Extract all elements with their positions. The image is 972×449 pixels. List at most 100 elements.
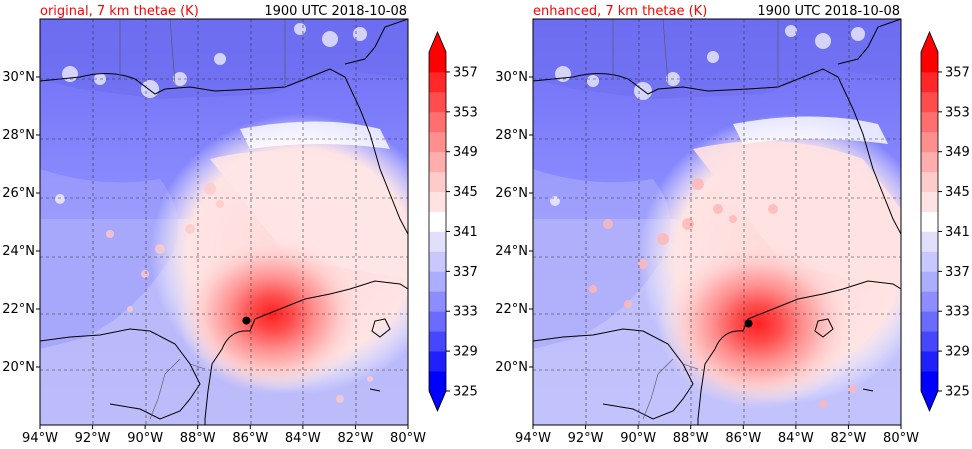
colorbar-bin [429, 251, 446, 272]
lon-tick-label: 82°W [830, 431, 866, 446]
colorbar-tick-label: 357 [453, 65, 478, 80]
colorbar-tick-label: 353 [945, 105, 970, 120]
colorbar-original: 325 329 333 337 341 345 349 353 357 [428, 30, 478, 413]
colorbar-tick-label: 325 [945, 385, 970, 400]
lon-tick-label: 90°W [620, 431, 656, 446]
colorbar-bin [921, 351, 938, 372]
colorbar-bin [921, 211, 938, 232]
colorbar-bin [921, 251, 938, 272]
colorbar-tick-label: 333 [453, 305, 478, 320]
lon-tick-label: 88°W [180, 431, 216, 446]
lon-tick-label: 92°W [75, 431, 111, 446]
colorbar-bin [921, 111, 938, 133]
colorbar-bin [921, 371, 938, 392]
colorbar-bin [429, 371, 446, 392]
political-borders [119, 19, 286, 420]
panel-title-left: original, 7 km thetae (K) [40, 4, 199, 19]
lat-tick-label: 20°N [495, 360, 528, 375]
lon-tick-label: 92°W [568, 431, 604, 446]
colorbar-bin [429, 171, 446, 192]
storm-core [658, 239, 858, 409]
lon-tick-label: 94°W [515, 431, 551, 446]
panel-title-right: 1900 UTC 2018-10-08 [264, 4, 407, 19]
storm-center-marker [242, 316, 251, 325]
storm-center-marker [744, 319, 753, 328]
lat-tick-label: 20°N [2, 360, 35, 375]
gridlines [40, 19, 408, 425]
storm-core [177, 234, 367, 394]
colorbar-over-extension [429, 32, 446, 52]
map-area [533, 19, 901, 425]
lat-tick-label: 26°N [2, 186, 35, 201]
cloud-blobs [550, 25, 865, 206]
lat-tick-label: 22°N [495, 302, 528, 317]
colorbar-bin [921, 151, 938, 173]
lon-tick-label: 86°W [725, 431, 761, 446]
lon-tick-label: 88°W [673, 431, 709, 446]
lon-tick-label: 80°W [390, 431, 426, 446]
colorbar-under-extension [429, 391, 446, 411]
colorbar-bin [429, 91, 446, 113]
colorbar-bin [429, 211, 446, 232]
colorbar-bin [921, 52, 938, 73]
lat-tick-label: 30°N [2, 70, 35, 85]
colorbar-bin [429, 151, 446, 173]
lat-tick-label: 24°N [2, 244, 35, 259]
lat-tick-label: 30°N [495, 70, 528, 85]
cool-patch-gulf-west [40, 169, 178, 349]
colorbar-bin [921, 171, 938, 192]
colorbar-bin [429, 271, 446, 292]
colorbar-bin [429, 331, 446, 352]
colorbar-over-extension [921, 32, 938, 52]
coastlines [533, 19, 901, 425]
map-panel-enhanced: enhanced, 7 km thetae (K) 1900 UTC 2018-… [495, 4, 919, 446]
colorbar-tick-label: 329 [453, 345, 478, 360]
colorbar-bin [429, 111, 446, 133]
colorbar-bin [429, 351, 446, 372]
colorbar-tick-label: 345 [453, 185, 478, 200]
white-band [240, 121, 390, 149]
warm-band-northeast [210, 151, 408, 279]
map-area [40, 19, 408, 425]
axis-ticks: 94°W 92°W 90°W 88°W 86°W 84°W 82°W 80°W 20°N 22°N… [2, 70, 426, 446]
lon-tick-label: 84°W [285, 431, 321, 446]
colorbar-tick-label: 325 [453, 385, 478, 400]
colorbar-tick-label: 357 [945, 65, 970, 80]
lon-tick-label: 84°W [778, 431, 814, 446]
colorbar-tick-label: 337 [453, 265, 478, 280]
colorbar-bin [429, 191, 446, 212]
cool-patch-gulf-west [533, 169, 671, 349]
colorbar-bin [921, 271, 938, 292]
colorbar-tick-label: 341 [453, 225, 478, 240]
lat-tick-label: 26°N [495, 186, 528, 201]
political-borders [612, 19, 779, 420]
panel-title-left: enhanced, 7 km thetae (K) [533, 4, 707, 19]
lat-tick-label: 28°N [2, 128, 35, 143]
colorbar-bin [921, 331, 938, 352]
lon-tick-label: 82°W [337, 431, 373, 446]
colorbar-tick-label: 349 [945, 145, 970, 160]
convective-cells [589, 178, 857, 408]
colorbar-tick-label: 333 [945, 305, 970, 320]
map-panel-original: original, 7 km thetae (K) 1900 UTC 2018-… [2, 4, 426, 446]
colorbar-bin [429, 71, 446, 93]
colorbar-bin [921, 291, 938, 312]
colorbar-tick-label: 349 [453, 145, 478, 160]
panel-title-right: 1900 UTC 2018-10-08 [757, 4, 900, 19]
colorbar-bin [429, 291, 446, 312]
gridlines [533, 19, 901, 425]
colorbar-tick-label: 353 [453, 105, 478, 120]
colorbar-bin [921, 71, 938, 93]
colorbar-bin [429, 52, 446, 73]
lon-tick-label: 86°W [232, 431, 268, 446]
colorbar-tick-label: 341 [945, 225, 970, 240]
colorbar-bin [429, 311, 446, 332]
colorbar-bin [921, 191, 938, 212]
lon-tick-label: 80°W [883, 431, 919, 446]
lon-tick-label: 90°W [127, 431, 163, 446]
lat-tick-label: 24°N [495, 244, 528, 259]
colorbar-under-extension [921, 391, 938, 411]
colorbar-tick-label: 337 [945, 265, 970, 280]
map-frame [532, 18, 902, 426]
